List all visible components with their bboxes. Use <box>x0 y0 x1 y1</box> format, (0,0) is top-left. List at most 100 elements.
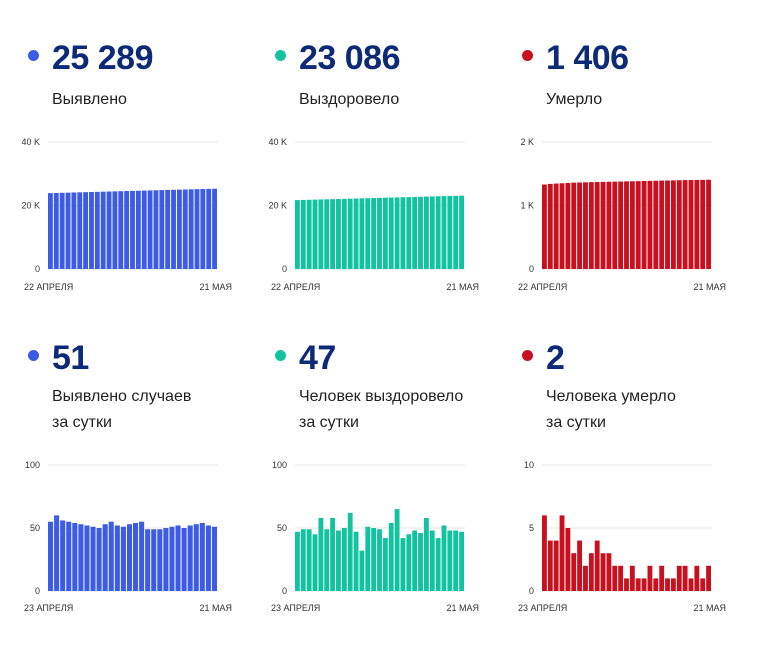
bar <box>169 526 175 591</box>
bar <box>388 522 394 591</box>
stat-value: 2 <box>546 339 565 377</box>
legend-dot-icon <box>275 350 286 361</box>
bar <box>206 188 212 269</box>
bar <box>193 524 199 591</box>
bar <box>382 197 388 269</box>
bar <box>365 198 371 269</box>
bar <box>120 526 126 591</box>
bar-chart: 100 50 0 23 АПРЕЛЯ 21 МАЯ <box>271 460 479 613</box>
bar <box>90 526 96 591</box>
bar <box>84 525 90 591</box>
x-start-label: 23 АПРЕЛЯ <box>518 603 567 613</box>
bar <box>341 528 347 591</box>
bar <box>353 531 359 591</box>
bar <box>295 200 300 269</box>
stat-value: 47 <box>299 339 336 377</box>
bar <box>151 529 157 591</box>
y-tick-label: 100 <box>25 460 40 470</box>
y-tick-label: 0 <box>282 586 287 596</box>
stat-label: за сутки <box>52 414 112 431</box>
bar <box>670 578 676 591</box>
bar <box>653 180 659 269</box>
stat-value: 1 406 <box>546 39 629 77</box>
bar-chart: 40 K 20 K 0 22 АПРЕЛЯ 21 МАЯ <box>268 137 479 292</box>
bar <box>459 195 464 269</box>
bar <box>324 199 330 269</box>
bar <box>394 197 400 269</box>
y-tick-label: 0 <box>529 586 534 596</box>
bar <box>435 196 441 269</box>
stat-label: Выявлено <box>52 91 127 108</box>
bar <box>371 528 377 591</box>
bar <box>330 517 336 591</box>
bar <box>353 198 359 269</box>
stat-panel: 23 086 Выздоровело <box>275 38 505 108</box>
x-end-label: 21 МАЯ <box>693 603 726 613</box>
bar <box>182 189 188 269</box>
stat-label: Выявлено случаев <box>52 388 192 405</box>
bar <box>706 565 711 591</box>
y-tick-label: 20 K <box>21 201 40 211</box>
bar <box>618 565 624 591</box>
bar <box>145 529 151 591</box>
y-tick-label: 0 <box>35 586 40 596</box>
stat-label: за сутки <box>546 414 606 431</box>
bar <box>347 512 353 591</box>
bar <box>635 181 641 269</box>
bar <box>412 530 418 591</box>
bar <box>400 538 406 591</box>
bar <box>665 180 670 269</box>
bar <box>542 184 547 269</box>
bar <box>382 538 388 591</box>
bar <box>659 180 665 269</box>
y-tick-label: 2 K <box>520 137 534 147</box>
bar <box>108 521 114 591</box>
bar <box>606 181 612 269</box>
bar <box>78 524 84 591</box>
bar <box>459 531 464 591</box>
bar <box>647 180 653 269</box>
y-tick-label: 50 <box>277 523 287 533</box>
bar <box>135 190 141 269</box>
y-tick-label: 0 <box>529 264 534 274</box>
bar <box>365 526 371 591</box>
bar <box>571 553 577 591</box>
bar <box>583 182 588 269</box>
bar <box>126 524 132 591</box>
bar <box>153 190 159 269</box>
bar <box>418 533 423 591</box>
bar <box>205 525 211 591</box>
y-tick-label: 0 <box>282 264 287 274</box>
bar <box>330 199 336 269</box>
stat-panel: 51 Выявлено случаев за сутки <box>28 338 258 431</box>
stat-panel: 2 Человека умерло за сутки <box>522 338 752 431</box>
bar <box>676 180 682 269</box>
bar <box>130 190 135 269</box>
bar <box>682 565 688 591</box>
stat-label: Человека умерло <box>546 388 676 405</box>
stat-panel: 25 289 Выявлено <box>28 38 258 108</box>
bar <box>447 530 453 591</box>
bar <box>306 529 312 591</box>
x-start-label: 22 АПРЕЛЯ <box>271 282 320 292</box>
bar <box>612 181 618 269</box>
bar <box>429 196 435 269</box>
bar <box>565 528 571 591</box>
x-start-label: 22 АПРЕЛЯ <box>518 282 567 292</box>
bar <box>629 181 635 269</box>
bar <box>641 180 647 269</box>
bar <box>571 182 577 269</box>
bar <box>377 529 382 591</box>
bar <box>118 191 124 269</box>
bar <box>559 183 565 269</box>
bar <box>212 188 217 269</box>
bar <box>53 192 59 269</box>
bar <box>194 189 200 269</box>
bar <box>163 528 169 591</box>
y-tick-label: 10 <box>524 460 534 470</box>
bar <box>441 196 447 269</box>
bar <box>65 192 71 269</box>
bar <box>66 521 72 591</box>
bar <box>624 578 629 591</box>
bar <box>83 192 89 269</box>
